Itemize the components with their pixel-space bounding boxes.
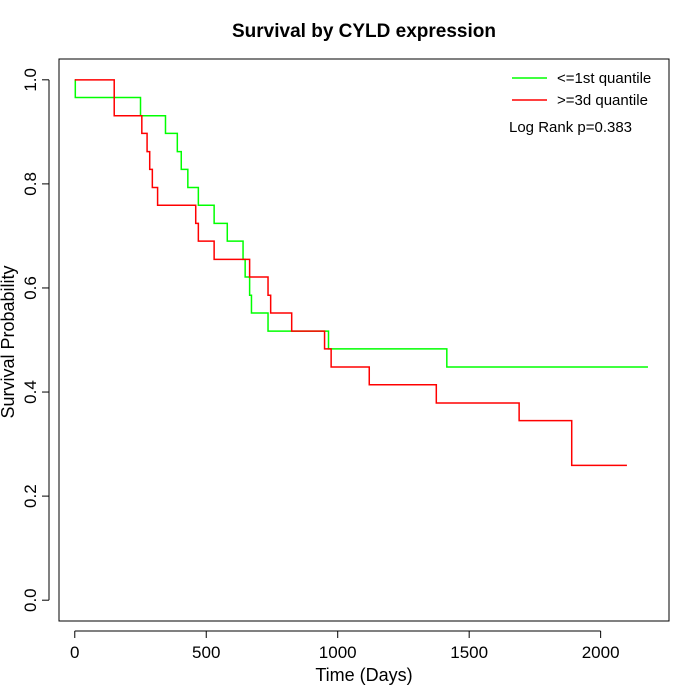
y-tick-label: 0.2 bbox=[21, 484, 40, 508]
y-axis: 0.0 0.2 0.4 0.6 0.8 1.0 bbox=[21, 68, 50, 612]
y-tick-label: 0.8 bbox=[21, 172, 40, 196]
legend-label-high-quantile: >=3d quantile bbox=[557, 92, 648, 109]
y-tick-label: 0.0 bbox=[21, 588, 40, 612]
series-layer bbox=[74, 79, 648, 467]
x-tick-label: 500 bbox=[192, 643, 220, 662]
survival-curve-low-quantile bbox=[74, 79, 648, 368]
x-tick-label: 2000 bbox=[582, 643, 620, 662]
chart-title: Survival by CYLD expression bbox=[232, 21, 496, 42]
x-tick-label: 1000 bbox=[319, 643, 357, 662]
survival-curve-high-quantile bbox=[74, 79, 627, 467]
x-tick-label: 1500 bbox=[450, 643, 488, 662]
plot-frame bbox=[58, 58, 670, 622]
y-tick-label: 0.6 bbox=[21, 276, 40, 300]
log-rank-annotation: Log Rank p=0.383 bbox=[509, 119, 632, 136]
y-tick-label: 1.0 bbox=[21, 68, 40, 92]
x-tick-label: 0 bbox=[70, 643, 79, 662]
x-axis: 0 500 1000 1500 2000 bbox=[70, 630, 620, 662]
legend-label-low-quantile: <=1st quantile bbox=[557, 70, 651, 87]
y-axis-label: Survival Probability bbox=[0, 265, 18, 418]
legend: <=1st quantile >=3d quantile Log Rank p=… bbox=[509, 70, 651, 136]
x-axis-label: Time (Days) bbox=[315, 665, 412, 685]
y-tick-label: 0.4 bbox=[21, 380, 40, 404]
